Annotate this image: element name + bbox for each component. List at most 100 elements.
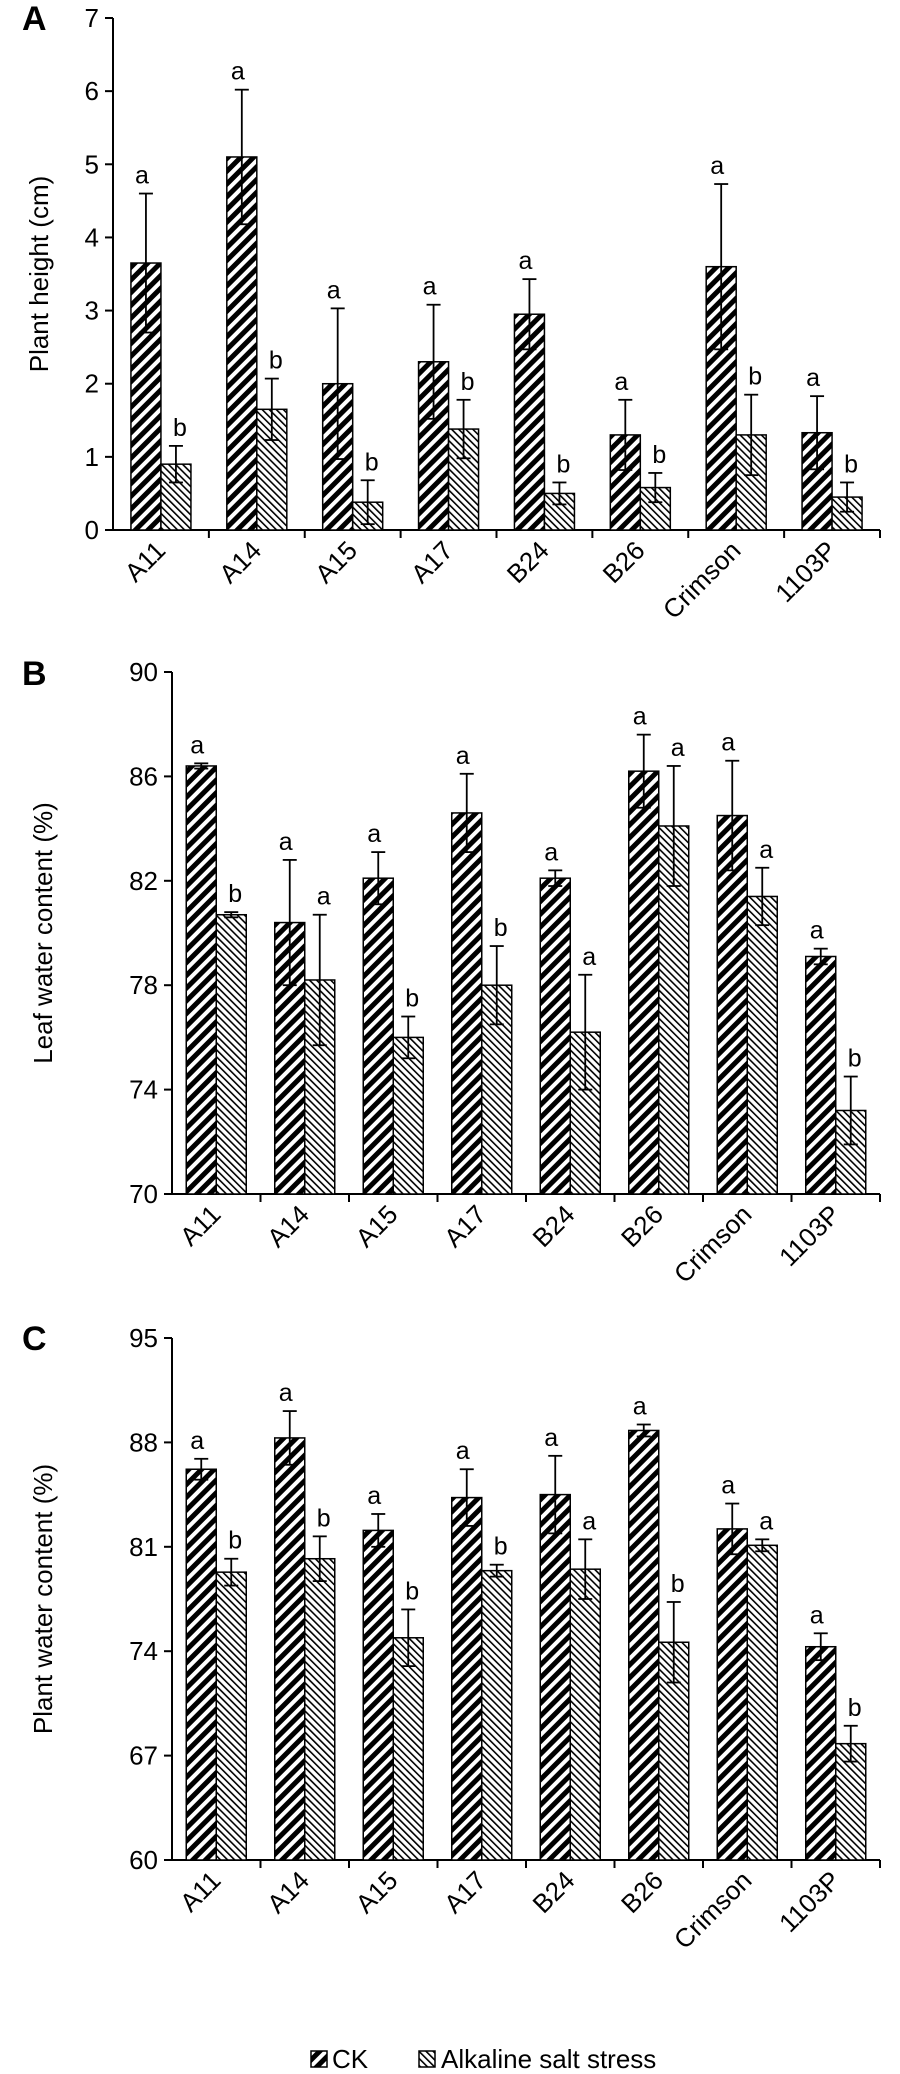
y-tick-label: 60 — [129, 1845, 158, 1875]
bar-salt — [215, 1571, 247, 1861]
bar-salt — [215, 913, 247, 1195]
significance-letter: a — [806, 364, 820, 392]
significance-letter: b — [228, 880, 242, 908]
bar-salt — [746, 895, 778, 1195]
significance-letter: a — [721, 1472, 735, 1500]
x-category-label: A11 — [119, 535, 172, 588]
bar-ck — [628, 770, 660, 1195]
x-category-label: B24 — [527, 1865, 581, 1919]
bar-salt — [746, 1544, 778, 1861]
significance-letter: a — [518, 247, 532, 275]
y-tick-label: 6 — [85, 76, 99, 106]
x-category-label: A15 — [350, 1199, 404, 1253]
x-category-label: 1103P — [773, 1199, 846, 1272]
y-axis-title: Plant water content (%) — [28, 1464, 58, 1734]
significance-letter: a — [456, 742, 470, 770]
y-tick-label: 81 — [129, 1532, 158, 1562]
chart-panel-a: A 0 1 2 3 4 5 6 7 Plant height (cm) a b A11 a b A14 a b A1… — [22, 0, 881, 625]
significance-letter: a — [582, 1507, 596, 1535]
chart-panel-b: B 70 74 78 82 86 90 Leaf water content (%) a b A11… — [22, 655, 881, 1289]
significance-letter: b — [228, 1527, 242, 1555]
y-axis-title: Leaf water content (%) — [28, 802, 58, 1064]
bar-salt — [658, 825, 690, 1195]
y-tick-label: 70 — [129, 1179, 158, 1209]
significance-letter: a — [367, 1482, 381, 1510]
bar-ck — [716, 814, 748, 1195]
significance-letter: a — [423, 273, 437, 301]
significance-letter: b — [844, 450, 858, 478]
significance-letter: b — [405, 985, 419, 1013]
significance-letter: b — [494, 1533, 508, 1561]
significance-letter: a — [327, 276, 341, 304]
significance-letter: b — [405, 1577, 419, 1605]
bar-ck — [274, 1437, 306, 1861]
y-tick-label: 90 — [129, 657, 158, 687]
significance-letter: a — [317, 883, 331, 911]
y-tick-label: 88 — [129, 1427, 158, 1457]
x-category-label: 1103P — [769, 535, 842, 608]
y-tick-label: 86 — [129, 761, 158, 791]
bar-salt — [569, 1568, 601, 1861]
x-category-label: A11 — [174, 1865, 227, 1918]
significance-letter: b — [494, 914, 508, 942]
significance-letter: b — [269, 347, 283, 375]
y-tick-label: 1 — [85, 442, 99, 472]
x-category-label: B24 — [527, 1199, 581, 1253]
legend: CK Alkaline salt stress — [310, 2044, 656, 2074]
bar-salt — [304, 1557, 336, 1861]
significance-letter: a — [810, 1601, 824, 1629]
significance-letter: a — [810, 917, 824, 945]
legend-label-salt: Alkaline salt stress — [441, 2044, 656, 2074]
x-category-label: A14 — [261, 1199, 315, 1253]
significance-letter: a — [544, 1424, 558, 1452]
significance-letter: a — [614, 368, 628, 396]
x-category-label: A14 — [261, 1865, 315, 1919]
y-tick-label: 3 — [85, 296, 99, 326]
y-tick-label: 95 — [129, 1323, 158, 1353]
bar-ck — [451, 812, 483, 1195]
significance-letter: b — [671, 1570, 685, 1598]
x-category-label: A15 — [309, 535, 363, 589]
y-tick-label: 74 — [129, 1636, 158, 1666]
x-category-label: Crimson — [668, 1199, 758, 1289]
significance-letter: a — [279, 1379, 293, 1407]
significance-letter: a — [582, 943, 596, 971]
bar-ck — [628, 1429, 660, 1861]
bar-salt — [835, 1742, 867, 1861]
significance-letter: a — [671, 734, 685, 762]
significance-letter: b — [748, 363, 762, 391]
bar-ck — [805, 955, 837, 1195]
y-tick-label: 74 — [129, 1075, 158, 1105]
significance-letter: a — [231, 58, 245, 86]
significance-letter: a — [710, 152, 724, 180]
significance-letter: b — [173, 414, 187, 442]
bar-ck — [362, 877, 394, 1195]
x-category-label: A15 — [350, 1865, 404, 1919]
significance-letter: a — [544, 838, 558, 866]
significance-letter: a — [190, 1427, 204, 1455]
significance-letter: b — [365, 448, 379, 476]
legend-swatch-salt — [418, 2050, 436, 2068]
bar-ck — [539, 877, 571, 1195]
significance-letter: a — [633, 1393, 647, 1421]
significance-letter: a — [633, 703, 647, 731]
x-category-label: A17 — [405, 535, 459, 589]
panel-letter: B — [22, 655, 47, 693]
y-tick-label: 82 — [129, 866, 158, 896]
y-tick-label: 7 — [85, 3, 99, 33]
y-tick-label: 4 — [85, 222, 99, 252]
significance-letter: a — [759, 836, 773, 864]
significance-letter: b — [848, 1694, 862, 1722]
y-tick-label: 2 — [85, 369, 99, 399]
y-tick-label: 5 — [85, 149, 99, 179]
bar-ck — [185, 1468, 217, 1861]
significance-letter: a — [367, 820, 381, 848]
bar-ck — [185, 765, 217, 1195]
y-tick-label: 78 — [129, 970, 158, 1000]
legend-label-ck: CK — [332, 2044, 369, 2074]
bar-salt — [392, 1637, 424, 1861]
significance-letter: b — [317, 1504, 331, 1532]
x-category-label: B26 — [615, 1199, 669, 1253]
